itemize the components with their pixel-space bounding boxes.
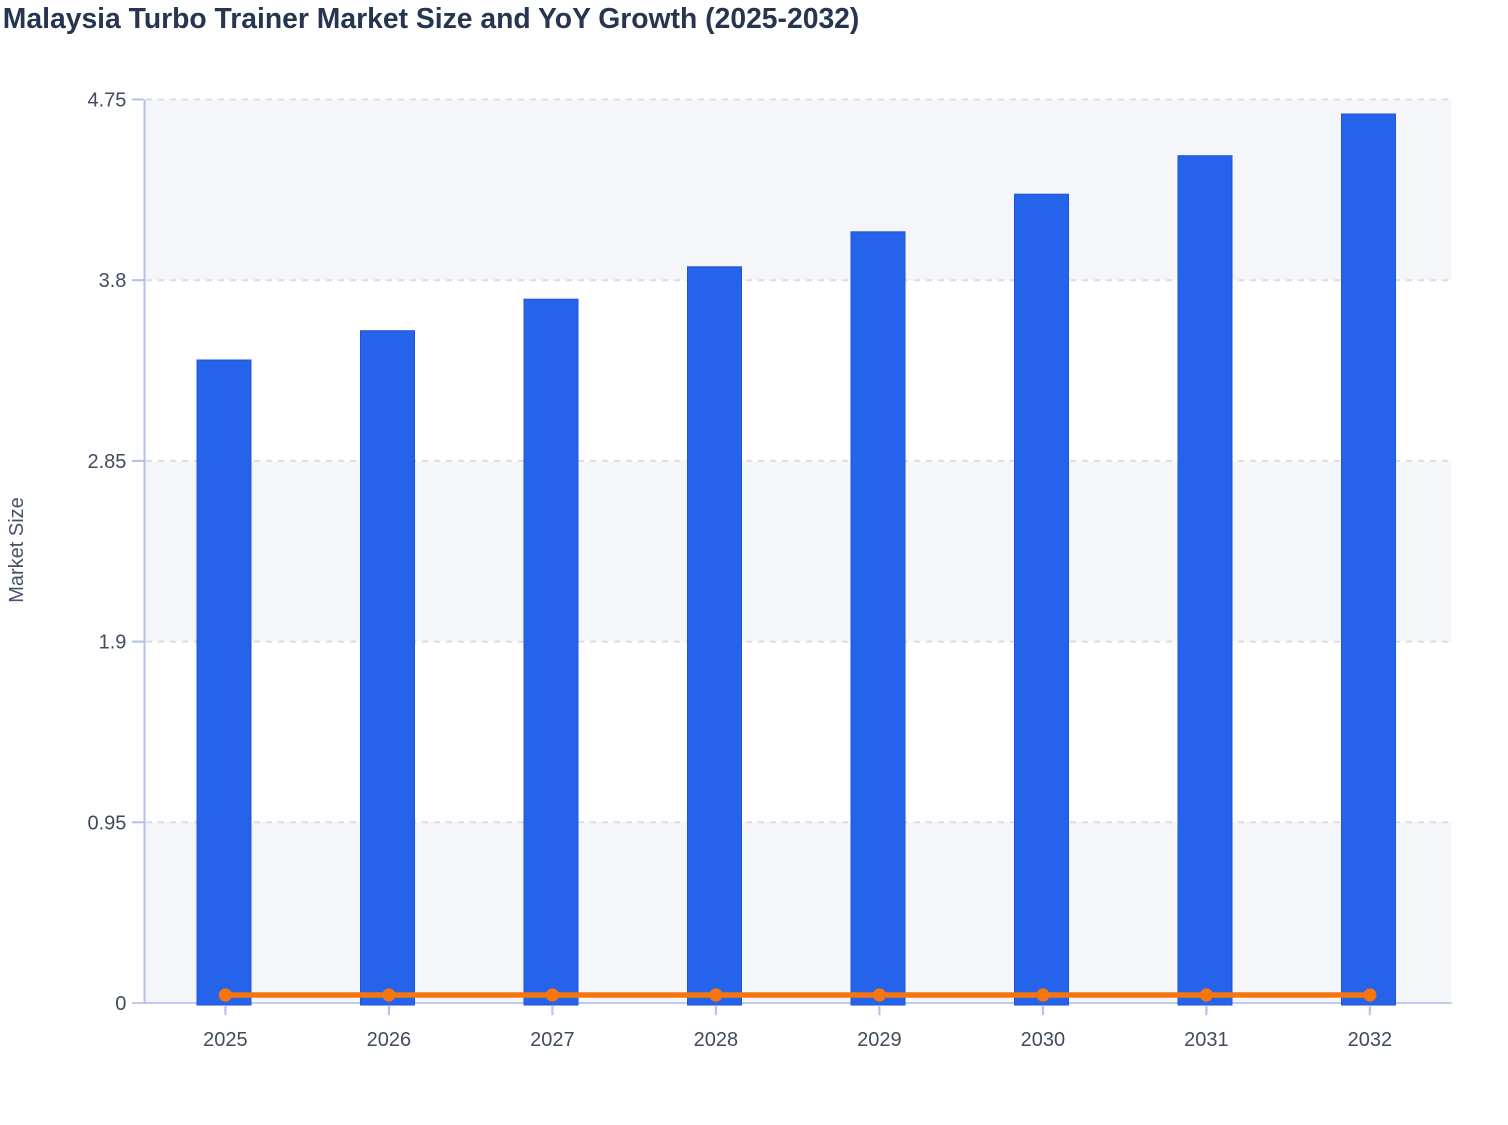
svg-text:2030: 2030: [1021, 1029, 1066, 1051]
svg-text:2029: 2029: [857, 1029, 902, 1051]
svg-text:2032: 2032: [1348, 1029, 1393, 1051]
svg-text:Malaysia Turbo Trainer Market: Malaysia Turbo Trainer Market Size and Y…: [3, 2, 860, 34]
svg-text:2026: 2026: [367, 1029, 412, 1051]
svg-text:0: 0: [115, 993, 126, 1015]
svg-text:4.75: 4.75: [87, 90, 126, 112]
svg-text:2031: 2031: [1184, 1029, 1229, 1051]
svg-text:2028: 2028: [694, 1029, 739, 1051]
svg-text:2.85: 2.85: [87, 451, 126, 473]
svg-text:3.8: 3.8: [99, 270, 127, 292]
svg-text:2027: 2027: [530, 1029, 575, 1051]
svg-text:0.95: 0.95: [87, 812, 126, 834]
svg-text:Market Size: Market Size: [6, 497, 28, 603]
svg-text:1.9: 1.9: [99, 632, 127, 654]
svg-text:2025: 2025: [203, 1029, 248, 1051]
